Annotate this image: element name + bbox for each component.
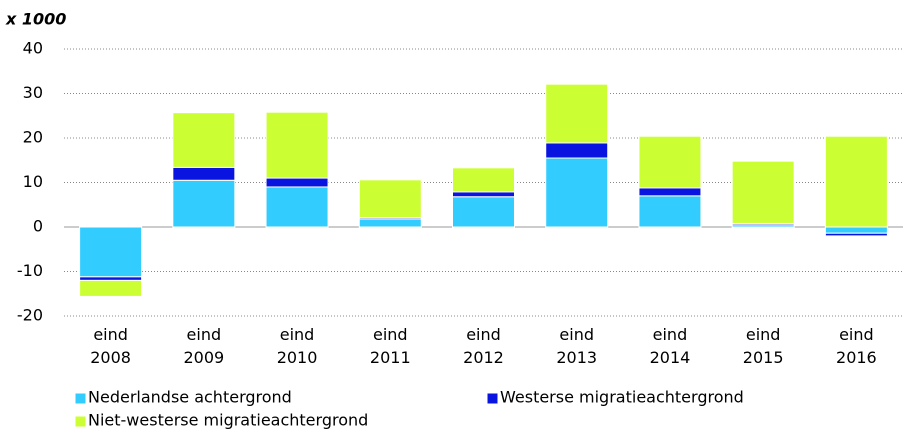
- y-tick-label: 20: [23, 128, 43, 147]
- bar-segment: [79, 279, 143, 297]
- bar-segment: [452, 196, 515, 228]
- y-tick-label: 10: [23, 172, 43, 191]
- x-tick-label: eind 2011: [370, 325, 411, 367]
- bar-segment: [172, 112, 236, 168]
- bar-segment: [545, 83, 609, 144]
- legend-swatch: [74, 415, 87, 428]
- bar-segment: [545, 157, 609, 228]
- bar-segment: [265, 186, 329, 228]
- x-tick-label: eind 2014: [650, 325, 691, 367]
- bar-segment: [172, 166, 236, 181]
- bar-segment: [638, 187, 702, 197]
- bar-segment: [79, 226, 143, 278]
- y-tick-label: 40: [23, 39, 43, 58]
- x-tick-label: eind 2012: [463, 325, 504, 367]
- legend-swatch: [486, 392, 499, 405]
- bar-segment: [358, 218, 422, 228]
- bar-segment: [824, 232, 888, 237]
- bar-segment: [452, 191, 515, 198]
- bar-segment: [824, 135, 888, 228]
- legend-swatch: [74, 392, 87, 405]
- x-tick-label: eind 2009: [183, 325, 224, 367]
- x-tick-label: eind 2016: [836, 325, 877, 367]
- bar-segment: [265, 177, 329, 188]
- bar-segment: [638, 195, 702, 228]
- x-tick-label: eind 2015: [743, 325, 784, 367]
- bar-segment: [358, 179, 422, 219]
- bar-segment: [265, 111, 329, 179]
- legend-label: Nederlandse achtergrond: [88, 388, 292, 407]
- legend-label: Niet-westerse migratieachtergrond: [88, 411, 368, 430]
- bar-segment: [638, 135, 702, 189]
- bar-segment: [79, 276, 143, 281]
- y-tick-label: 0: [33, 217, 43, 236]
- legend-label: Westerse migratieachtergrond: [500, 388, 744, 407]
- bar-segment: [172, 179, 236, 228]
- bar-segment: [731, 160, 795, 224]
- y-tick-label: -10: [17, 261, 43, 280]
- x-tick-label: eind 2013: [556, 325, 597, 367]
- bar-segment: [452, 167, 515, 193]
- y-tick-label: 30: [23, 83, 43, 102]
- bar-segment: [824, 226, 888, 234]
- chart-title: x 1000: [5, 10, 66, 29]
- bar-segment: [545, 142, 609, 159]
- x-tick-label: eind 2010: [277, 325, 318, 367]
- x-tick-label: eind 2008: [90, 325, 131, 367]
- y-tick-label: -20: [17, 306, 43, 325]
